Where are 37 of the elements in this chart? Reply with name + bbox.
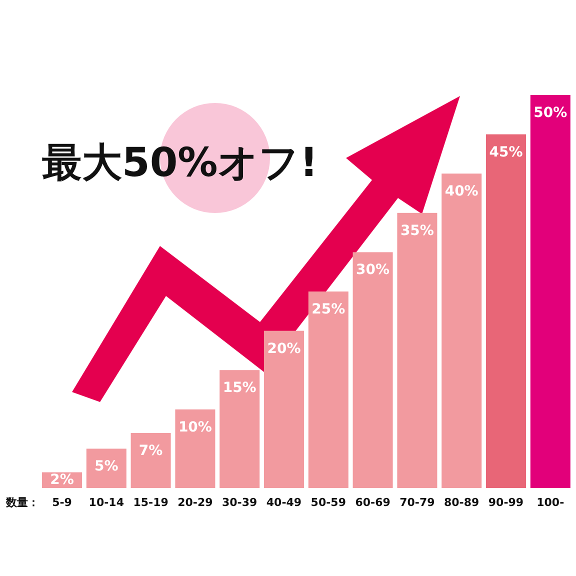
x-tick-label: 70-79	[400, 496, 435, 509]
x-tick-label: 40-49	[266, 496, 302, 509]
bar	[397, 212, 438, 488]
x-tick-label: 10-14	[88, 496, 124, 509]
data-label: 5%	[94, 458, 118, 475]
x-tick-label: 20-29	[178, 496, 213, 509]
x-tick-label: 80-89	[444, 496, 480, 509]
bar	[175, 409, 216, 488]
x-tick-label: 5-9	[52, 496, 72, 509]
bar	[442, 174, 482, 488]
data-label: 10%	[178, 419, 212, 436]
data-label: 30%	[356, 262, 390, 278]
x-tick-label: 60-69	[355, 496, 390, 509]
data-label: 25%	[312, 302, 346, 318]
bar	[86, 448, 126, 488]
x-tick-label: 30-39	[222, 496, 258, 509]
data-label: 2%	[50, 472, 74, 488]
bar	[352, 252, 393, 488]
bar	[530, 95, 570, 488]
data-label: 20%	[267, 340, 301, 357]
bar	[130, 432, 171, 488]
x-tick-label: 100-	[536, 496, 564, 509]
x-tick-label: 50-59	[310, 496, 346, 509]
data-label: 35%	[400, 222, 434, 239]
bar	[264, 330, 304, 488]
bar	[220, 370, 260, 488]
data-label: 15%	[222, 380, 256, 396]
x-tick-label: 90-99	[488, 496, 524, 509]
annotation: 最大50%オフ!	[42, 140, 318, 186]
data-label: 50%	[534, 105, 568, 121]
bar	[486, 134, 526, 488]
bar	[308, 292, 348, 488]
data-label: 7%	[138, 442, 163, 459]
x-axis-title: 数量：	[5, 496, 39, 509]
data-label: 40%	[444, 184, 478, 200]
data-label: 45%	[489, 144, 523, 160]
x-tick-label: 15-19	[133, 496, 168, 509]
